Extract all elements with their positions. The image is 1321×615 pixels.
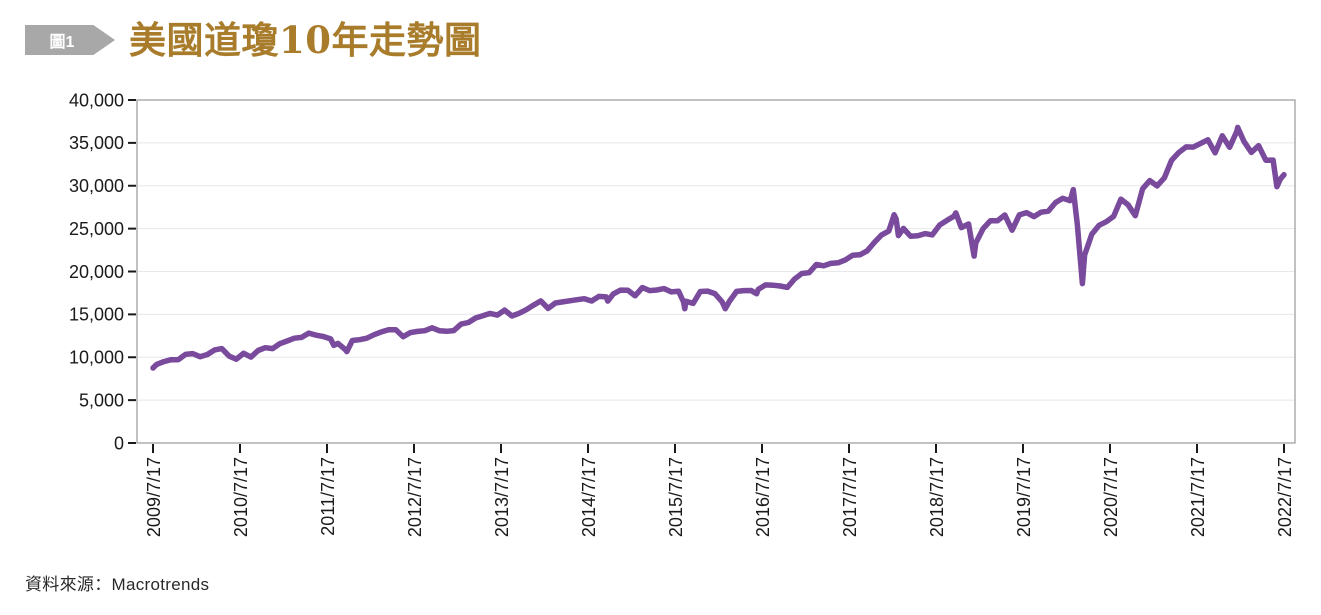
- plot-border: [136, 99, 1296, 444]
- x-axis-tick-label: 2015/7/17: [666, 457, 686, 537]
- x-axis-tick-label: 2022/7/17: [1275, 457, 1295, 537]
- x-axis-tick-label: 2011/7/17: [318, 457, 338, 536]
- data-source: 資料來源：Macrotrends: [25, 575, 210, 594]
- y-axis-tick-label: 10,000: [69, 348, 124, 368]
- x-axis-tick-label: 2021/7/17: [1188, 457, 1208, 537]
- y-axis-tick-label: 0: [114, 433, 124, 453]
- y-axis-tick-label: 5,000: [79, 390, 124, 410]
- dow-line-series: [150, 124, 1287, 371]
- x-axis-tick-label: 2019/7/17: [1014, 457, 1034, 537]
- y-axis-tick-label: 30,000: [69, 176, 124, 196]
- page-title: 美國道瓊10年走勢圖: [129, 17, 482, 62]
- y-axis-tick-label: 35,000: [69, 133, 124, 153]
- x-axis-tick-label: 2009/7/17: [144, 457, 164, 537]
- y-axis-tick-label: 20,000: [69, 262, 124, 282]
- x-axis-tick-label: 2014/7/17: [579, 457, 599, 537]
- x-axis-tick-label: 2017/7/17: [840, 457, 860, 537]
- x-axis-tick-label: 2018/7/17: [927, 457, 947, 537]
- y-axis-tick-label: 15,000: [69, 305, 124, 325]
- y-axis-tick-label: 40,000: [69, 90, 124, 110]
- x-axis-tick-label: 2013/7/17: [492, 457, 512, 537]
- y-axis-tick-label: 25,000: [69, 219, 124, 239]
- x-axis-tick-label: 2010/7/17: [231, 457, 251, 537]
- figure-badge-label: 圖1: [49, 34, 75, 51]
- figure-badge: 圖1: [25, 25, 115, 55]
- x-axis-tick-label: 2016/7/17: [753, 457, 773, 537]
- x-axis-tick-label: 2020/7/17: [1101, 457, 1121, 537]
- x-axis-tick-label: 2012/7/17: [405, 457, 425, 537]
- figure-header: 圖1 美國道瓊10年走勢圖: [25, 16, 482, 64]
